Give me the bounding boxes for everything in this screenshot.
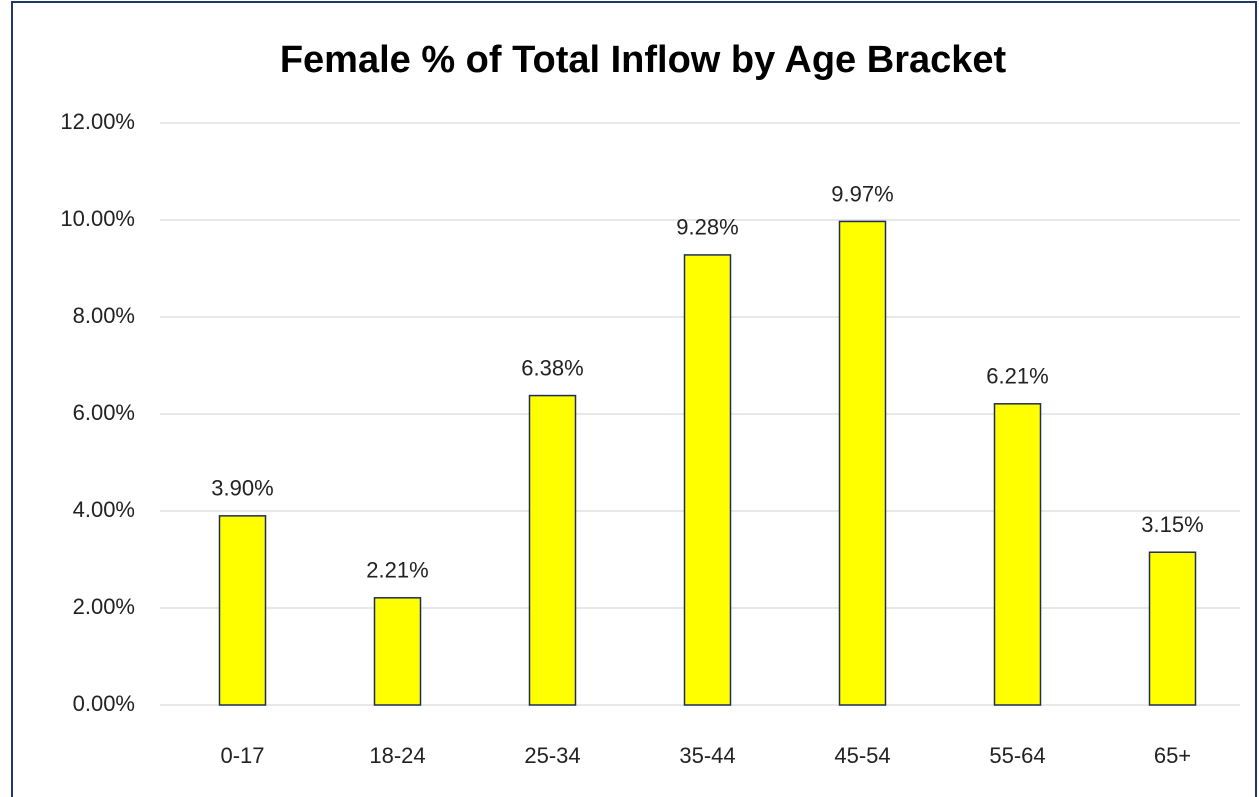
bar — [993, 403, 1042, 706]
x-tick-label: 18-24 — [369, 743, 425, 768]
data-label: 6.21% — [986, 364, 1048, 389]
y-tick-label: 2.00% — [73, 594, 135, 619]
bar — [683, 254, 732, 706]
x-tick-label: 0-17 — [220, 743, 264, 768]
data-label: 6.38% — [521, 355, 583, 380]
bar — [528, 394, 577, 706]
y-tick-label: 6.00% — [73, 400, 135, 425]
bar — [838, 220, 887, 706]
x-tick-label: 25-34 — [524, 743, 580, 768]
x-tick-label: 55-64 — [989, 743, 1045, 768]
y-tick-label: 12.00% — [60, 109, 135, 134]
bar — [218, 515, 267, 706]
data-label: 9.97% — [831, 181, 893, 206]
data-label: 3.15% — [1141, 512, 1203, 537]
chart-title: Female % of Total Inflow by Age Bracket — [280, 39, 1007, 81]
x-tick-label: 35-44 — [679, 743, 735, 768]
data-label: 9.28% — [676, 215, 738, 240]
y-tick-label: 0.00% — [73, 691, 135, 716]
y-tick-label: 8.00% — [73, 303, 135, 328]
bar — [373, 597, 422, 706]
y-tick-label: 10.00% — [60, 206, 135, 231]
chart-border — [11, 1, 1257, 797]
bar — [1148, 551, 1197, 706]
x-tick-label: 45-54 — [834, 743, 890, 768]
x-tick-label: 65+ — [1154, 743, 1191, 768]
y-tick-label: 4.00% — [73, 497, 135, 522]
data-label: 3.90% — [211, 476, 273, 501]
data-label: 2.21% — [366, 558, 428, 583]
